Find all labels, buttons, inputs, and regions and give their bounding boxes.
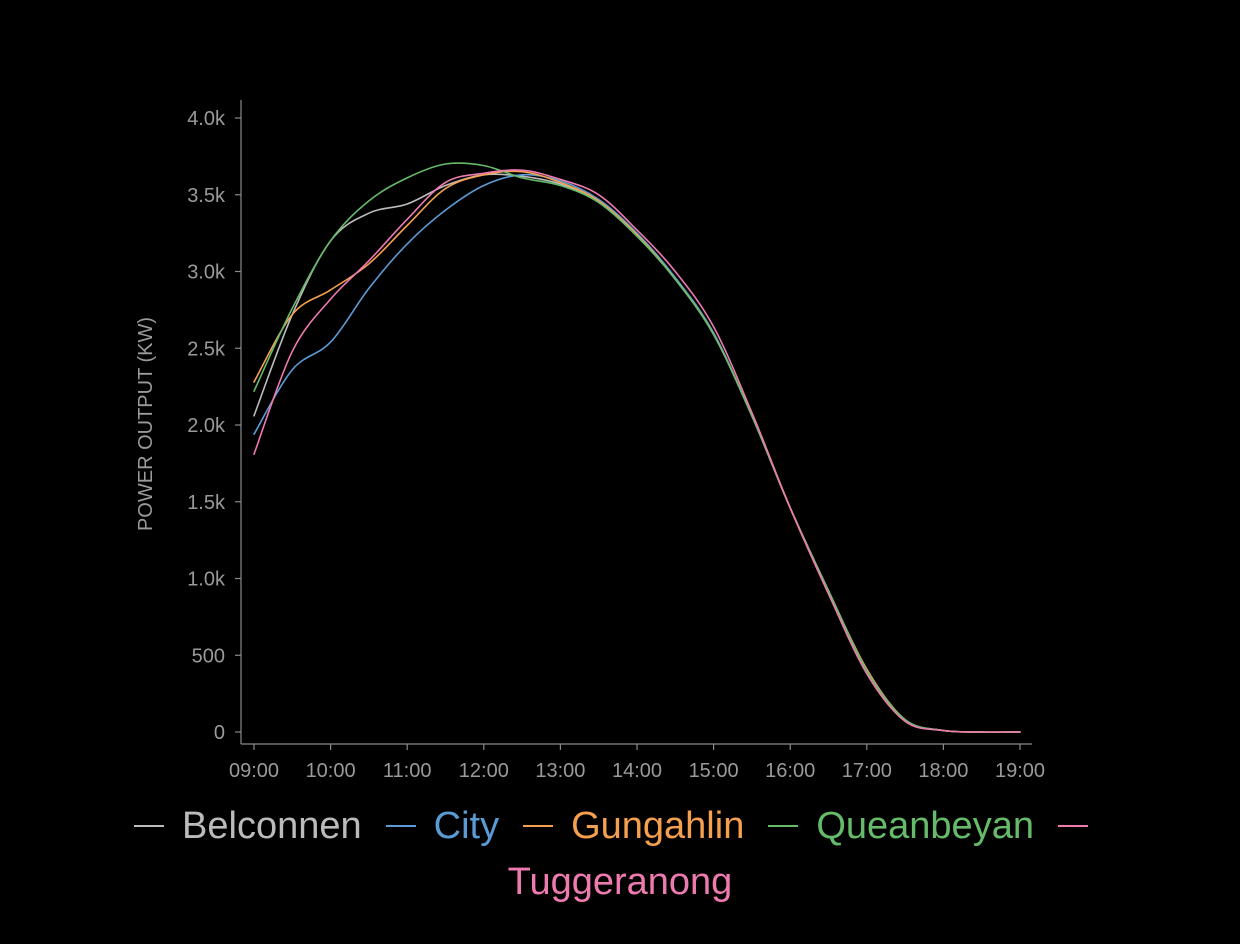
y-tick-label: 2.0k [187,415,226,437]
x-tick-label: 12:00 [459,760,509,782]
y-axis: 0 500 1.0k 1.5k 2.0k 2.5k 3.0k 3.5k 4.0k [187,100,242,744]
y-tick-label: 3.5k [187,185,226,207]
legend-item-belconnen[interactable]: Belconnen [134,798,362,854]
series-line-city [253,173,1021,733]
legend-item-city[interactable]: City [385,798,500,854]
legend-swatch [134,824,165,827]
legend-label: Queanbeyan [816,805,1034,847]
legend-row: Belconnen City Gungahlin Queanbeyan [0,798,1240,854]
legend-item-tuggeranong[interactable] [1057,798,1106,854]
x-tick-label: 19:00 [995,760,1045,782]
legend: Belconnen City Gungahlin Queanbeyan Tuggeran… [0,798,1240,910]
y-tick-label: 500 [192,645,225,667]
legend-swatch [1057,824,1088,827]
legend-item-gungahlin[interactable]: Gungahlin [523,798,744,854]
legend-swatch [523,824,554,827]
x-tick-label: 16:00 [765,760,815,782]
series-line-belconnen [253,173,1021,733]
y-tick-label: 1.5k [187,492,226,514]
x-tick-label: 13:00 [535,760,585,782]
legend-label: City [433,805,500,847]
y-tick-label: 1.0k [187,569,226,591]
x-axis: 09:00 10:00 11:00 12:00 13:00 14:00 15:00 16:00… [229,743,1045,782]
series-line-gungahlin [253,170,1021,733]
legend-label: Tuggeranong [507,861,733,903]
legend-item-tuggeranong-label[interactable]: Tuggeranong [508,854,733,910]
x-tick-label: 09:00 [229,760,279,782]
legend-swatch [768,824,799,827]
legend-item-queanbeyan[interactable]: Queanbeyan [768,798,1034,854]
y-tick-label: 0 [214,722,225,744]
series-line-tuggeranong [253,169,1021,733]
legend-label: Belconnen [182,805,362,847]
y-tick-label: 3.0k [187,262,226,284]
x-tick-label: 15:00 [689,760,739,782]
y-tick-label: 2.5k [187,338,226,360]
x-tick-label: 17:00 [842,760,892,782]
line-chart: 09:00 10:00 11:00 12:00 13:00 14:00 15:00 16:00… [135,100,1045,782]
legend-label: Gungahlin [571,805,745,847]
y-tick-label: 4.0k [187,108,226,130]
x-tick-label: 14:00 [612,760,662,782]
legend-row: Tuggeranong [0,854,1240,910]
x-tick-label: 10:00 [306,760,356,782]
x-tick-label: 11:00 [383,760,432,782]
legend-swatch [385,824,416,827]
series-line-queanbeyan [253,162,1021,733]
y-axis-title: POWER OUTPUT (KW) [135,317,157,531]
series-layer [253,162,1021,733]
x-tick-label: 18:00 [918,760,968,782]
